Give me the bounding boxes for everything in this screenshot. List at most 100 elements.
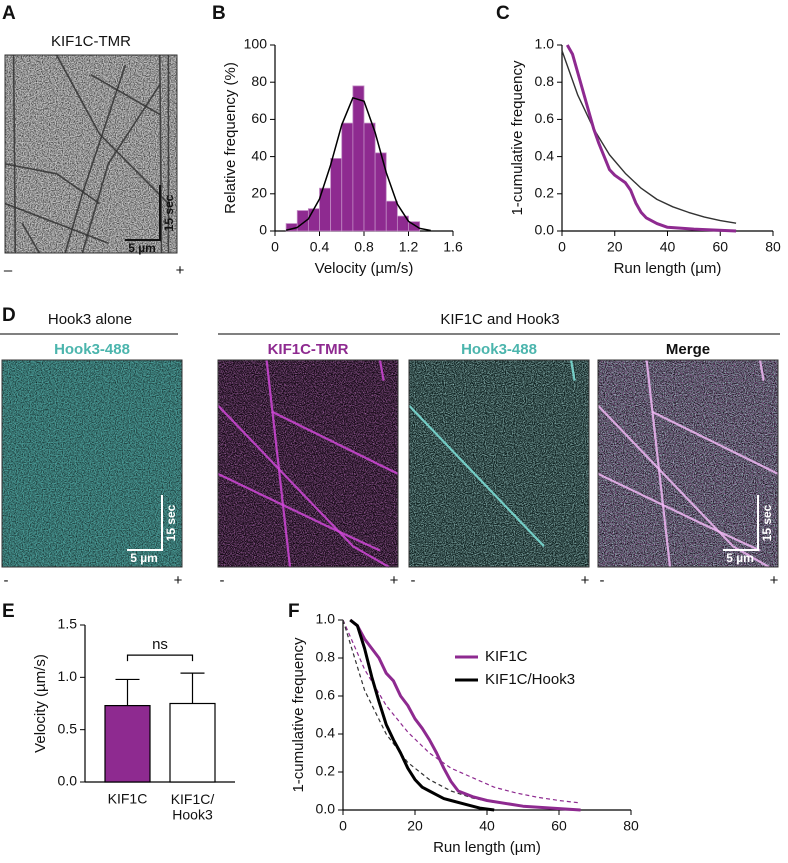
- y-tick-label: 0.0: [58, 773, 78, 789]
- x-tick-label: 40: [479, 818, 495, 834]
- kymograph-frame: [408, 359, 590, 568]
- x-tick-label: 0: [271, 239, 279, 255]
- y-tick-label: 60: [251, 110, 267, 126]
- panel-letter: E: [2, 601, 15, 622]
- hist-bar: [330, 158, 343, 232]
- y-axis-label: 1-cumulative frequency: [509, 60, 526, 216]
- group-title: Hook3 alone: [48, 311, 132, 328]
- scale-length: 5 µm: [130, 551, 158, 565]
- y-tick-label: 0.0: [535, 222, 555, 238]
- x-axis-label: Run length (µm): [614, 260, 722, 277]
- channel-label: Merge: [666, 341, 710, 358]
- kymograph-noise: [598, 360, 778, 567]
- axis-plus: +: [581, 572, 590, 589]
- x-tick-label: 1.2: [399, 239, 419, 255]
- kymograph-noise: [409, 360, 589, 567]
- kymograph-track: [265, 359, 292, 568]
- x-tick-label: 80: [765, 239, 781, 255]
- bar: [169, 702, 216, 783]
- x-tick-label: 60: [551, 818, 567, 834]
- significance-bracket: [126, 654, 194, 662]
- y-tick-label: 40: [251, 147, 267, 163]
- error-bar: [115, 678, 140, 706]
- hist-bar: [341, 122, 354, 232]
- data-line: [565, 44, 737, 233]
- axis-minus: -: [411, 572, 416, 589]
- fit-curve: [342, 619, 495, 803]
- kymograph-track: [4, 202, 109, 244]
- kymograph-track: [645, 359, 672, 568]
- y-axis-label: 1-cumulative frequency: [290, 637, 307, 793]
- axis-minus: -: [600, 572, 605, 589]
- data-line: [349, 618, 495, 812]
- significance-label: ns: [152, 636, 168, 653]
- axis-minus: -: [4, 572, 9, 589]
- hist-bar: [363, 122, 376, 232]
- x-tick-label: 0: [339, 818, 347, 834]
- y-tick-label: 1.0: [58, 668, 78, 684]
- y-tick-label: 0.0: [316, 801, 336, 817]
- y-tick-label: 1.0: [316, 611, 336, 627]
- y-tick-label: 1.5: [58, 616, 78, 632]
- kymograph-track: [271, 410, 399, 475]
- axis-minus: –: [4, 262, 13, 279]
- x-tick-label: 0: [558, 239, 566, 255]
- x-tick-label: KIF1C/Hook3: [171, 791, 215, 822]
- x-tick-label: 40: [660, 239, 676, 255]
- x-tick-label: 0.4: [310, 239, 330, 255]
- kymograph-frame: [1, 359, 183, 568]
- x-tick-label: 80: [623, 818, 639, 834]
- channel-label: Hook3-488: [54, 341, 130, 358]
- x-tick-label: 0.8: [354, 239, 374, 255]
- axis-plus: +: [390, 572, 399, 589]
- legend-label: KIF1C: [485, 648, 528, 665]
- hist-bar: [307, 208, 320, 232]
- kymograph-track: [217, 472, 381, 552]
- x-tick-label: 20: [607, 239, 623, 255]
- hist-bar: [385, 200, 398, 232]
- group-title: KIF1C and Hook3: [440, 311, 559, 328]
- y-tick-label: 0.4: [535, 147, 555, 163]
- panel-letter: A: [2, 3, 16, 24]
- kymograph-track: [12, 54, 17, 254]
- kymograph-track: [21, 222, 41, 254]
- kymograph-track: [81, 84, 161, 254]
- fit-curve: [285, 97, 431, 232]
- kymograph-track: [758, 359, 765, 381]
- kymograph-track: [217, 404, 390, 568]
- kymograph-track: [64, 64, 127, 254]
- y-tick-label: 0.4: [316, 725, 336, 741]
- fit-curve: [342, 619, 581, 804]
- kymograph-noise: [2, 360, 182, 567]
- panel-letter: F: [288, 601, 300, 622]
- axis-minus: -: [220, 572, 225, 589]
- x-tick-label: KIF1C: [108, 791, 148, 807]
- kymograph-track: [55, 54, 169, 205]
- data-line: [349, 618, 581, 812]
- axis-plus: +: [770, 572, 779, 589]
- scale-bar: [127, 495, 163, 551]
- kymograph-track: [378, 359, 385, 381]
- x-tick-label: 20: [407, 818, 423, 834]
- scale-length: 5 µm: [726, 551, 754, 565]
- kymograph-frame: [217, 359, 399, 568]
- kymograph-track: [90, 74, 161, 116]
- scale-bar: [125, 185, 161, 241]
- kymograph-noise: [5, 55, 177, 253]
- x-tick-label: 1.6: [443, 239, 463, 255]
- scale-bar: [723, 495, 759, 551]
- y-axis-label: Velocity (µm/s): [32, 654, 49, 753]
- y-tick-label: 1.0: [535, 36, 555, 52]
- legend-label: KIF1C/Hook3: [485, 671, 575, 688]
- channel-label: KIF1C-TMR: [268, 341, 349, 358]
- kymograph-track: [159, 54, 163, 254]
- bar: [104, 704, 151, 783]
- channel-label: Hook3-488: [461, 341, 537, 358]
- y-tick-label: 80: [251, 73, 267, 89]
- y-tick-label: 0.8: [316, 649, 336, 665]
- hist-bar: [408, 221, 421, 232]
- panel-letter: C: [496, 3, 510, 24]
- y-tick-label: 0: [259, 222, 267, 238]
